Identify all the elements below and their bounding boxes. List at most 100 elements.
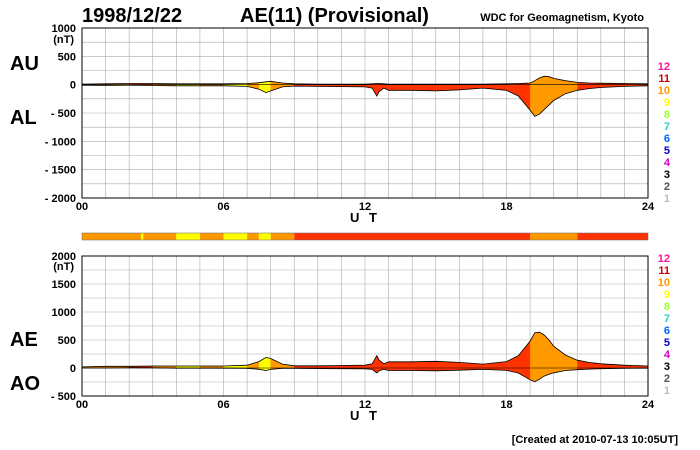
chart-date: 1998/12/22 <box>82 5 182 27</box>
station-legend-item: 10 <box>658 277 670 289</box>
y-tick-label: 2000 <box>52 251 76 263</box>
station-legend-item: 10 <box>658 85 670 97</box>
x-tick-label: 18 <box>500 201 512 213</box>
ae-ao-x-axis-label: U T <box>350 408 380 423</box>
station-bar-segment <box>530 233 578 240</box>
station-colored-band <box>258 357 271 371</box>
station-bar-segment <box>140 233 144 240</box>
x-tick-label: 12 <box>359 399 371 411</box>
station-bar-segment <box>294 233 531 240</box>
ae-line <box>81 331 649 368</box>
au-al-x-axis-label: U T <box>350 210 380 225</box>
y-tick-label: - 2000 <box>45 193 76 205</box>
station-bar-segment <box>247 233 259 240</box>
station-bar-segment <box>176 233 200 240</box>
station-legend-item: 2 <box>664 181 670 193</box>
ae-ao-panel: 2000 1500 1000 500 0 - 500 00 06 12 18 24 (nT) AE… <box>10 251 655 423</box>
station-legend-item: 5 <box>664 145 670 157</box>
al-label: AL <box>10 107 37 129</box>
station-bar-segment <box>82 233 141 240</box>
station-legend-item: 12 <box>658 61 670 73</box>
x-tick-label: 24 <box>642 399 655 411</box>
station-bar-segment <box>143 233 177 240</box>
station-bar-segment <box>199 233 224 240</box>
x-tick-label: 12 <box>359 201 371 213</box>
station-legend-item: 9 <box>664 289 670 301</box>
ae-ao-x-ticks: 00 06 12 18 24 <box>76 399 655 411</box>
station-colored-band <box>247 82 259 90</box>
chart-index-title: AE(11) (Provisional) <box>240 5 429 27</box>
station-legend-item: 9 <box>664 97 670 109</box>
au-line <box>81 75 649 85</box>
station-legend-item: 12 <box>658 253 670 265</box>
x-tick-label: 18 <box>500 399 512 411</box>
station-legend-item: 3 <box>664 361 670 373</box>
station-bar-segment <box>577 233 648 240</box>
y-tick-label: - 500 <box>51 391 76 403</box>
ae-ao-grid <box>82 256 648 396</box>
data-source: WDC for Geomagnetism, Kyoto <box>480 12 644 24</box>
station-legend-item: 6 <box>664 133 670 145</box>
ao-label: AO <box>10 373 40 395</box>
station-colored-band <box>530 332 578 382</box>
au-al-panel: 1000 500 0 - 500 - 1000 - 1500 - 2000 00 06 12 18… <box>10 23 655 225</box>
station-bar-frame <box>81 232 649 241</box>
x-tick-label: 00 <box>76 399 88 411</box>
station-colored-band <box>258 81 271 93</box>
au-al-frame <box>81 27 649 199</box>
y-tick-label: - 1000 <box>45 136 76 148</box>
au-al-unit: (nT) <box>53 34 74 46</box>
y-tick-label: 500 <box>58 335 76 347</box>
station-colored-band <box>176 366 200 369</box>
au-al-band <box>82 76 648 117</box>
station-colored-band <box>199 366 224 369</box>
au-al-grid <box>82 28 648 198</box>
y-tick-label: 500 <box>58 51 76 63</box>
au-al-data <box>81 75 649 117</box>
station-legend-item: 8 <box>664 109 670 121</box>
x-tick-label: 00 <box>76 201 88 213</box>
au-label: AU <box>10 53 39 75</box>
y-tick-label: 1000 <box>52 23 76 35</box>
station-legend-item: 4 <box>664 157 671 169</box>
al-line <box>81 84 649 117</box>
station-legend-item: 11 <box>658 265 670 277</box>
station-legend-item: 7 <box>664 313 670 325</box>
station-colored-band <box>270 358 295 370</box>
station-bar-segment <box>270 233 295 240</box>
station-legend-item: 2 <box>664 373 670 385</box>
station-legend-item: 5 <box>664 337 670 349</box>
station-legend-item: 3 <box>664 169 670 181</box>
station-colored-band <box>247 361 259 370</box>
ae-ao-band <box>82 332 648 382</box>
ae-label: AE <box>10 329 38 351</box>
station-legend-item: 7 <box>664 121 670 133</box>
ae-ao-unit: (nT) <box>53 261 74 273</box>
station-count-bar <box>82 233 648 240</box>
y-tick-label: - 500 <box>51 108 76 120</box>
ae-ao-y-ticks: 2000 1500 1000 500 0 - 500 <box>51 251 76 403</box>
x-tick-label: 06 <box>217 399 229 411</box>
station-legend-item: 8 <box>664 301 670 313</box>
au-al-y-ticks: 1000 500 0 - 500 - 1000 - 1500 - 2000 <box>45 23 76 205</box>
x-tick-label: 06 <box>217 201 229 213</box>
ae-ao-frame <box>81 255 649 397</box>
station-legend-item: 11 <box>658 73 670 85</box>
station-legend-item: 1 <box>664 385 670 397</box>
station-bar-segment <box>223 233 248 240</box>
y-tick-label: 1500 <box>52 279 76 291</box>
station-legend-item: 1 <box>664 193 670 205</box>
station-legend-item: 6 <box>664 325 670 337</box>
y-tick-label: 0 <box>70 363 76 375</box>
station-colored-band <box>530 76 578 117</box>
x-tick-label: 24 <box>642 201 655 213</box>
created-timestamp: [Created at 2010-07-13 10:05UT] <box>512 434 679 446</box>
au-al-x-ticks: 00 06 12 18 24 <box>76 201 655 213</box>
y-tick-label: 1000 <box>52 307 76 319</box>
y-tick-label: 0 <box>70 80 76 92</box>
station-legend-item: 4 <box>664 349 671 361</box>
station-bar-segment <box>258 233 271 240</box>
